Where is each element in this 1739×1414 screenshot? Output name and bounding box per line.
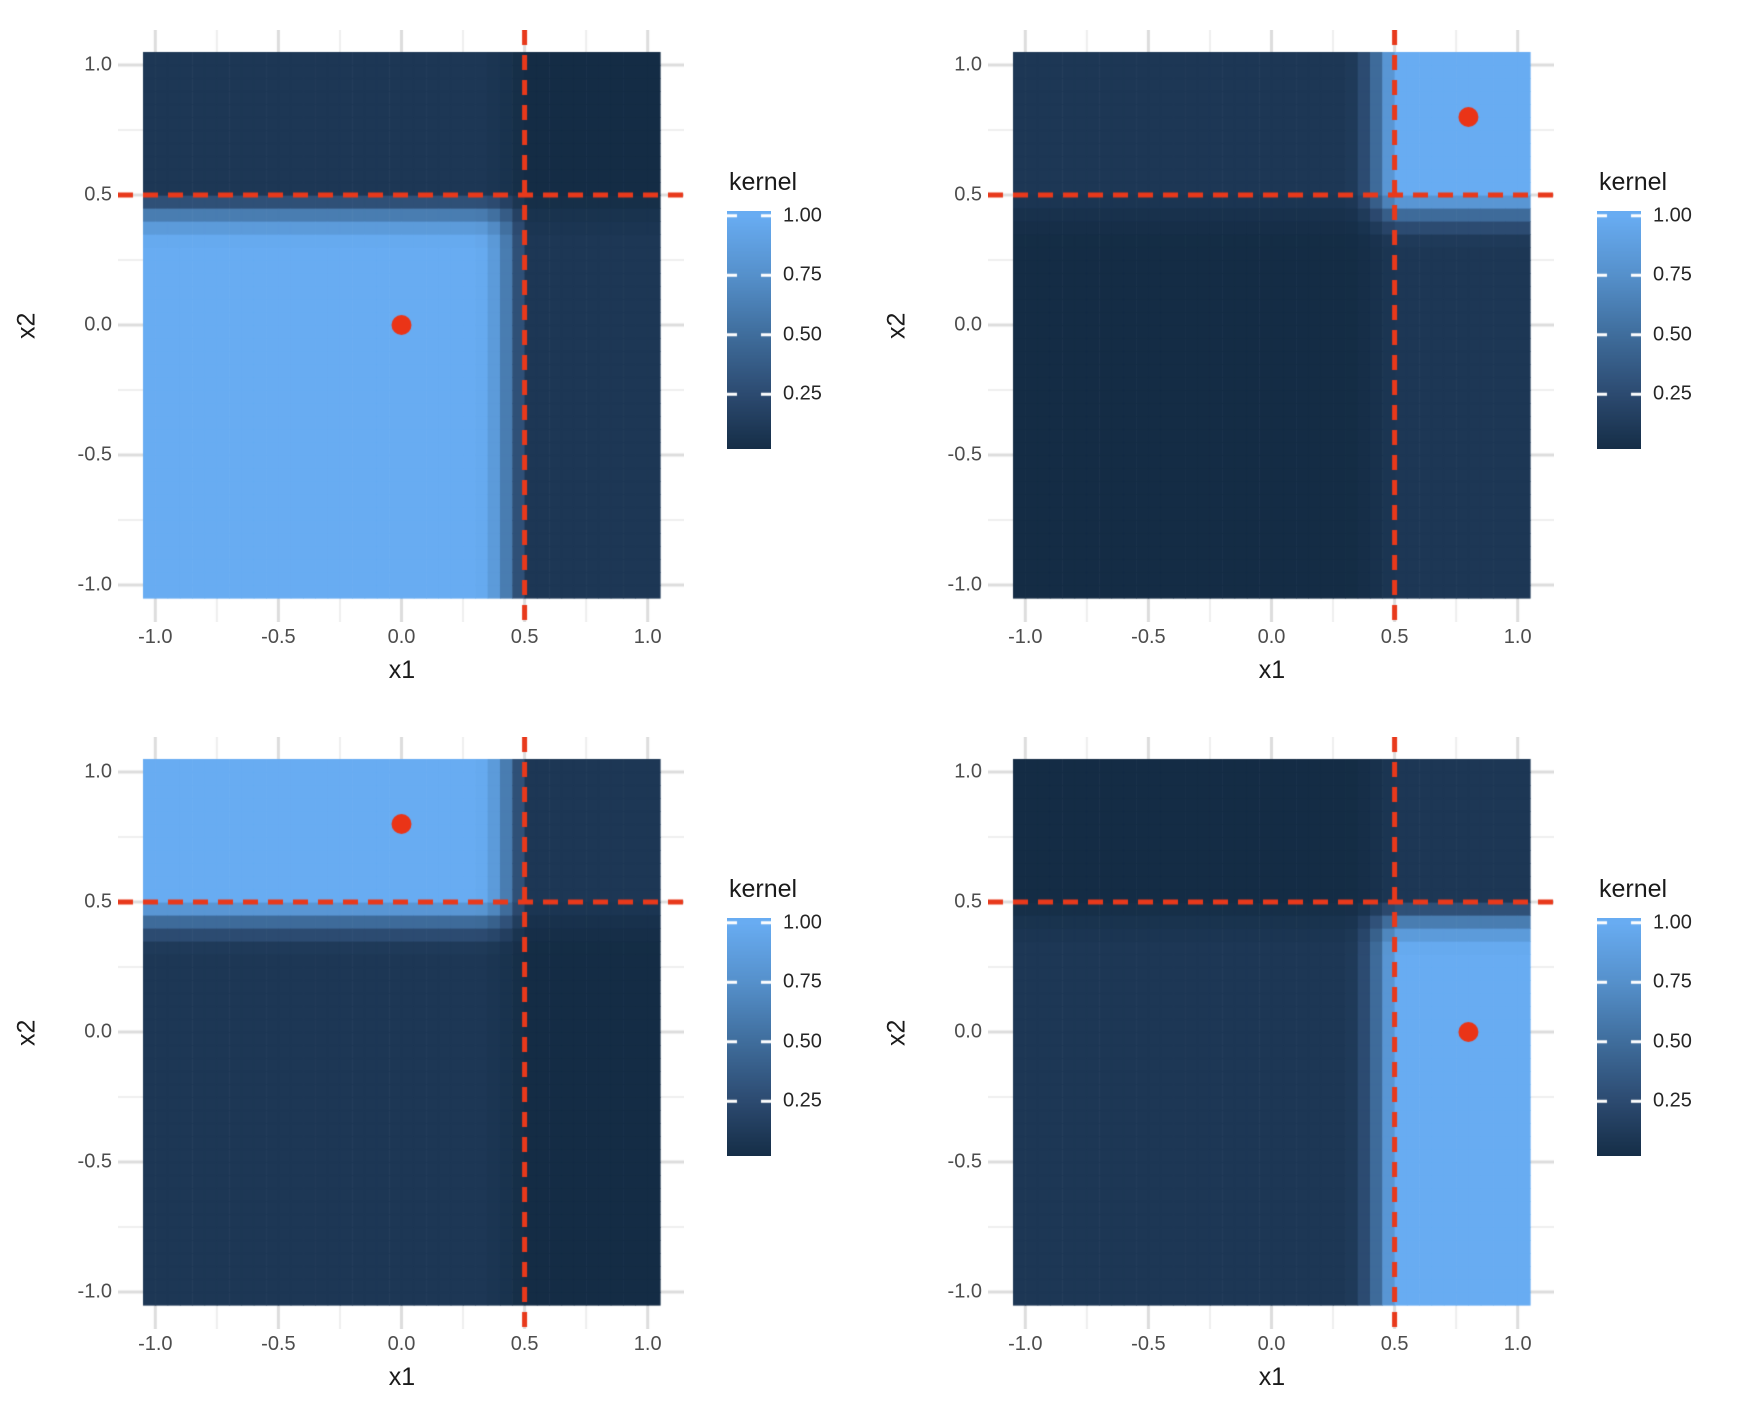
y-tick-label: -0.5 [77,1150,112,1173]
legend-tick-label: 0.50 [783,323,822,346]
legend-kernel: kernel 1.00 0.75 0.50 0.25 [1597,168,1737,449]
y-tick-label: 0.5 [84,890,112,913]
legend-colorbar [1597,211,1641,449]
x-tick-label: 0.0 [1257,626,1286,648]
legend-tick-label: 1.00 [783,911,822,934]
panel-bottom-right: x2 1.0 0.5 0.0 -0.5 -1.0 -1.0 -0.5 0.0 0.5 1.0 x… [870,707,1739,1414]
y-tick-label: 0.5 [84,183,112,206]
y-tick-label: 0.5 [954,890,982,913]
x-tick-label: 0.0 [1257,1333,1286,1355]
legend-tick-label: 0.25 [783,1089,822,1112]
y-tick-label: 1.0 [84,760,112,783]
y-axis-tick-labels: 1.0 0.5 0.0 -0.5 -1.0 [870,30,982,622]
x-tick-label: 0.5 [510,1333,539,1355]
x-tick-label: 0.5 [510,626,539,648]
legend-tick-label: 0.75 [783,263,822,286]
y-axis-tick-labels: 1.0 0.5 0.0 -0.5 -1.0 [0,30,112,622]
legend-tick-label: 1.00 [783,204,822,227]
legend-colorbar [1597,918,1641,1156]
x-axis-title: x1 [1258,656,1286,684]
legend-tick-label: 0.25 [1653,1089,1692,1112]
x-axis-title: x1 [388,1363,416,1391]
x-tick-label: -1.0 [138,1333,173,1355]
y-tick-label: -1.0 [947,1280,982,1303]
panel-bottom-left: x2 1.0 0.5 0.0 -0.5 -1.0 -1.0 -0.5 0.0 0.5 1.0 x… [0,707,869,1414]
y-tick-label: 1.0 [84,53,112,76]
x-tick-label: -0.5 [261,626,296,648]
legend-tick-label: 0.25 [1653,382,1692,405]
x-tick-label: -1.0 [138,626,173,648]
x-tick-label: 1.0 [633,626,662,648]
panel-top-left: x2 1.0 0.5 0.0 -0.5 -1.0 -1.0 -0.5 0.0 0.5 1.0 x… [0,0,869,707]
heatmap-canvas [988,737,1554,1329]
y-axis-tick-labels: 1.0 0.5 0.0 -0.5 -1.0 [0,737,112,1329]
legend-tick-label: 0.50 [1653,1030,1692,1053]
y-tick-label: -0.5 [947,443,982,466]
y-tick-label: 0.0 [954,313,982,336]
x-tick-label: -0.5 [261,1333,296,1355]
y-tick-label: -0.5 [947,1150,982,1173]
legend-tick-label: 0.50 [1653,323,1692,346]
x-tick-label: 1.0 [1503,626,1532,648]
panel-top-right: x2 1.0 0.5 0.0 -0.5 -1.0 -1.0 -0.5 0.0 0.5 1.0 x… [870,0,1739,707]
x-axis-tick-labels: -1.0 -0.5 0.0 0.5 1.0 [988,1333,1554,1359]
x-axis-title: x1 [1258,1363,1286,1391]
y-tick-label: -0.5 [77,443,112,466]
legend-tick-label: 1.00 [1653,204,1692,227]
x-axis-tick-labels: -1.0 -0.5 0.0 0.5 1.0 [118,626,684,652]
legend-kernel: kernel 1.00 0.75 0.50 0.25 [727,875,867,1156]
x-axis-tick-labels: -1.0 -0.5 0.0 0.5 1.0 [988,626,1554,652]
legend-colorbar [727,918,771,1156]
x-tick-label: 0.5 [1380,1333,1409,1355]
y-tick-label: -1.0 [77,573,112,596]
x-tick-label: -1.0 [1008,626,1043,648]
legend-kernel: kernel 1.00 0.75 0.50 0.25 [727,168,867,449]
y-tick-label: 0.0 [84,1020,112,1043]
legend-title: kernel [1599,168,1668,196]
x-tick-label: -0.5 [1131,1333,1166,1355]
legend-tick-label: 0.75 [1653,970,1692,993]
y-tick-label: 0.5 [954,183,982,206]
legend-tick-label: 0.25 [783,382,822,405]
legend-tick-label: 0.75 [783,970,822,993]
x-tick-label: 0.5 [1380,626,1409,648]
legend-tick-label: 1.00 [1653,911,1692,934]
legend-title: kernel [729,168,798,196]
x-axis-tick-labels: -1.0 -0.5 0.0 0.5 1.0 [118,1333,684,1359]
y-tick-label: -1.0 [947,573,982,596]
legend-colorbar [727,211,771,449]
x-tick-label: -1.0 [1008,1333,1043,1355]
legend-kernel: kernel 1.00 0.75 0.50 0.25 [1597,875,1737,1156]
legend-tick-label: 0.75 [1653,263,1692,286]
x-tick-label: 0.0 [387,1333,416,1355]
heatmap-canvas [118,30,684,622]
heatmap-canvas [118,737,684,1329]
y-tick-label: 1.0 [954,760,982,783]
legend-title: kernel [729,875,798,903]
x-tick-label: 0.0 [387,626,416,648]
legend-tick-label: 0.50 [783,1030,822,1053]
y-tick-label: 0.0 [954,1020,982,1043]
x-axis-title: x1 [388,656,416,684]
x-tick-label: 1.0 [1503,1333,1532,1355]
heatmap-canvas [988,30,1554,622]
y-tick-label: -1.0 [77,1280,112,1303]
x-tick-label: -0.5 [1131,626,1166,648]
y-tick-label: 1.0 [954,53,982,76]
x-tick-label: 1.0 [633,1333,662,1355]
y-tick-label: 0.0 [84,313,112,336]
y-axis-tick-labels: 1.0 0.5 0.0 -0.5 -1.0 [870,737,982,1329]
legend-title: kernel [1599,875,1668,903]
